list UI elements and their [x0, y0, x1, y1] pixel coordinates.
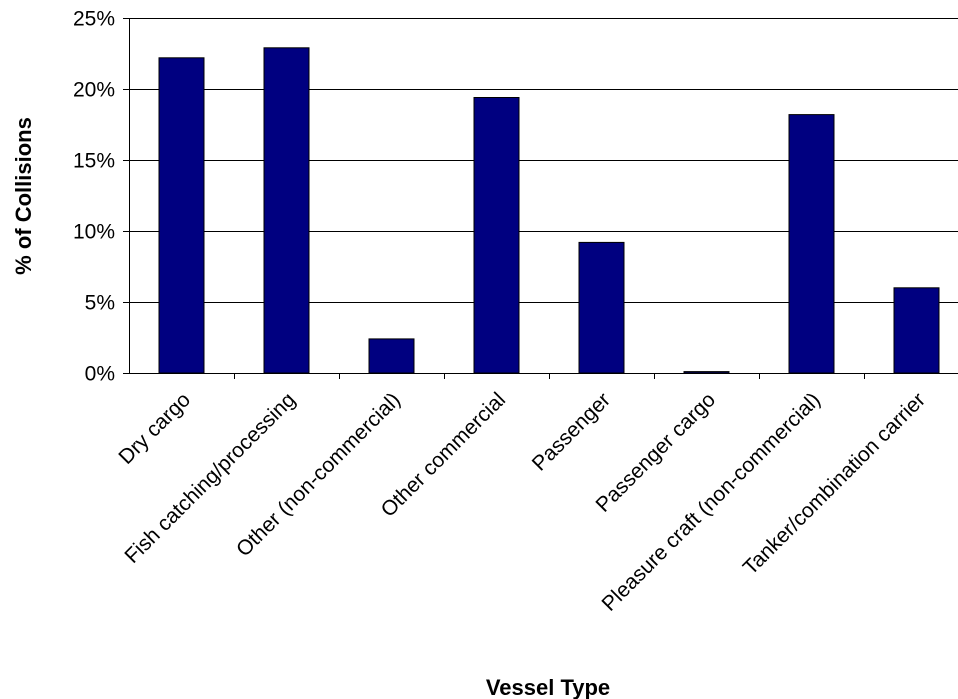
- bar: [368, 338, 415, 374]
- bars: [158, 47, 940, 374]
- bar: [263, 47, 310, 374]
- axes: [123, 18, 958, 379]
- x-tick-label: Fish catching/processing: [120, 388, 300, 568]
- bar: [893, 287, 940, 374]
- y-tick-label: 25%: [73, 8, 115, 31]
- x-axis-title: Vessel Type: [486, 675, 610, 699]
- x-tick-label: Dry cargo: [114, 388, 195, 469]
- y-tick-label: 20%: [73, 79, 115, 102]
- bar: [158, 57, 205, 374]
- bar: [788, 114, 835, 374]
- y-axis-title: % of Collisions: [11, 117, 36, 275]
- bar: [578, 241, 625, 374]
- y-tick-label: 0%: [85, 363, 115, 386]
- y-tick-label: 10%: [73, 221, 115, 244]
- bar: [683, 371, 730, 374]
- x-tick-label: Tanker/combination carrier: [739, 388, 930, 579]
- y-tick-label: 5%: [85, 292, 115, 315]
- y-tick-labels: 0% 5% 10% 15% 20% 25%: [73, 8, 115, 386]
- bar: [473, 97, 520, 374]
- y-tick-label: 15%: [73, 150, 115, 173]
- x-tick-label: Pleasure craft (non-commercial): [598, 388, 826, 616]
- x-tick-label: Passenger: [528, 388, 615, 475]
